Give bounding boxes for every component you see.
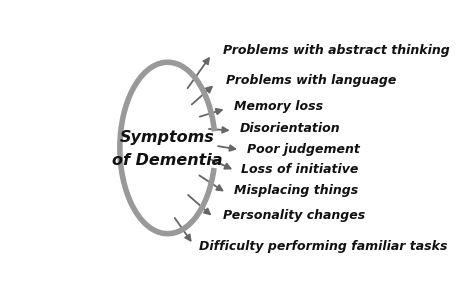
Text: Poor judgement: Poor judgement <box>246 143 359 156</box>
Text: Personality changes: Personality changes <box>223 209 365 222</box>
Text: Difficulty performing familiar tasks: Difficulty performing familiar tasks <box>199 240 447 253</box>
Text: Misplacing things: Misplacing things <box>234 184 358 197</box>
Text: Problems with abstract thinking: Problems with abstract thinking <box>223 45 449 57</box>
Text: Symptoms: Symptoms <box>120 130 215 145</box>
Text: Loss of initiative: Loss of initiative <box>241 163 358 176</box>
Text: Memory loss: Memory loss <box>234 100 323 113</box>
Text: Problems with language: Problems with language <box>227 74 397 87</box>
Text: of Dementia: of Dementia <box>112 153 223 168</box>
Text: Disorientation: Disorientation <box>239 122 340 135</box>
